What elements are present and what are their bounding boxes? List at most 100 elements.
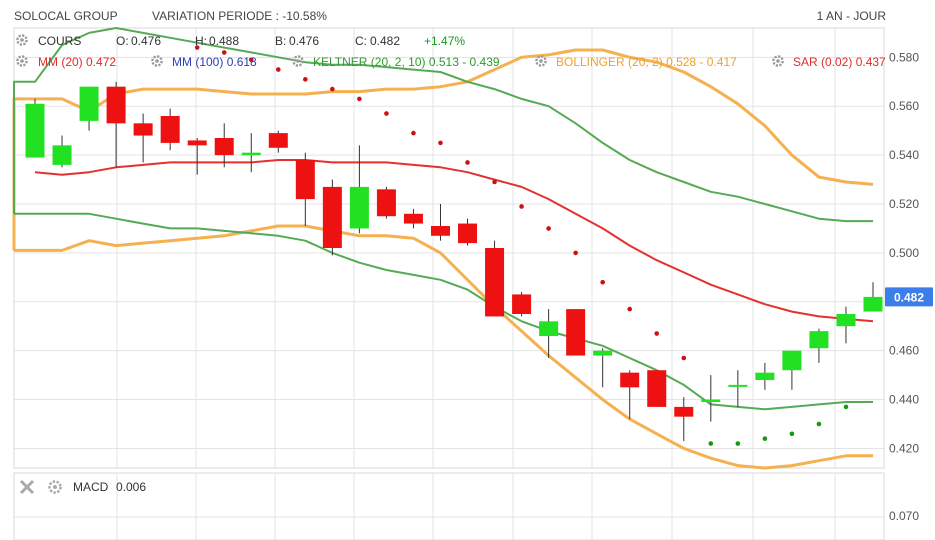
sar-dot: [546, 226, 551, 231]
candle-body: [106, 86, 126, 124]
candle[interactable]: [160, 108, 180, 151]
last-price-tag: 0.482: [885, 287, 933, 307]
y-axis-ticks: 0.5800.5600.5400.5200.5000.4800.4600.440…: [889, 50, 919, 455]
legend-low-label: B:: [275, 34, 286, 48]
macd-close-icon[interactable]: [19, 479, 35, 495]
candle[interactable]: [349, 145, 369, 234]
legend-row-indicators: MM (20) 0.472 MM (100) 0.618 KELTNER (20…: [16, 55, 886, 69]
candle-body: [349, 186, 369, 229]
sar-dot: [194, 45, 200, 50]
candle-body: [430, 226, 450, 236]
candle[interactable]: [295, 152, 315, 226]
mm20-settings-icon[interactable]: [16, 55, 28, 67]
candle[interactable]: [25, 98, 45, 158]
candle[interactable]: [782, 350, 802, 390]
candle[interactable]: [620, 370, 640, 420]
candle[interactable]: [79, 86, 99, 131]
y-tick-label: 0.420: [889, 441, 919, 455]
macd-settings-icon[interactable]: [48, 480, 62, 494]
candle[interactable]: [485, 240, 505, 317]
candle-body: [52, 145, 72, 165]
candle-body: [376, 189, 396, 217]
sar-dot: [411, 130, 416, 136]
candle[interactable]: [187, 138, 207, 175]
sar-dot: [735, 441, 741, 446]
legend-close-label: C:: [355, 34, 367, 48]
sar-dot: [221, 50, 227, 55]
legend-row-prices: COURS O: 0.476 H: 0.488 B: 0.476 C: 0.48…: [16, 34, 465, 48]
mm20-line: [34, 159, 874, 323]
candle[interactable]: [106, 81, 126, 168]
candle-body: [322, 186, 342, 248]
y-tick-label: 0.540: [889, 148, 919, 162]
mm100-settings-icon[interactable]: [151, 55, 163, 67]
candle[interactable]: [674, 397, 694, 442]
candle-body: [295, 160, 315, 200]
sar-dot: [627, 306, 633, 312]
macd-panel: MACD 0.006 0.070: [13, 472, 919, 540]
candle[interactable]: [268, 130, 288, 153]
candle-body: [782, 350, 802, 371]
candle-body: [539, 321, 559, 336]
legend-mm20: MM (20) 0.472: [38, 55, 116, 69]
y-tick-label: 0.520: [889, 197, 919, 211]
candle[interactable]: [322, 179, 342, 256]
cours-settings-icon[interactable]: [16, 34, 28, 46]
legend-high-value: 0.488: [209, 34, 239, 48]
candle-body: [593, 350, 613, 356]
grid: [14, 28, 884, 468]
candle-body: [241, 152, 261, 156]
y-tick-label: 0.440: [889, 393, 919, 407]
y-tick-label: 0.580: [889, 50, 919, 64]
sar-dot: [438, 140, 443, 146]
keltner-upper-line: [13, 27, 873, 223]
sar-settings-icon[interactable]: [772, 55, 784, 67]
candle-body: [647, 370, 667, 407]
candle[interactable]: [430, 204, 450, 241]
candle[interactable]: [863, 282, 883, 312]
keltner-lower-line: [14, 212, 873, 411]
candle-body: [728, 384, 748, 387]
candle[interactable]: [836, 306, 856, 344]
sar-dot: [248, 57, 254, 63]
candle[interactable]: [376, 186, 396, 219]
sar-dot: [654, 331, 660, 336]
candle[interactable]: [566, 309, 586, 356]
candle-body: [755, 372, 775, 380]
candle[interactable]: [512, 292, 532, 317]
candle-body: [268, 133, 288, 148]
legend-open-value: 0.476: [131, 34, 161, 48]
sar-dot: [492, 179, 497, 185]
candle[interactable]: [458, 218, 478, 246]
legend-change-value: +1.47%: [424, 34, 465, 48]
last-price-tag-background: [885, 287, 933, 307]
sar-dots: [194, 45, 849, 446]
keltner-settings-icon[interactable]: [292, 55, 304, 67]
candle-body: [863, 296, 883, 312]
candle[interactable]: [647, 370, 667, 407]
candle[interactable]: [403, 208, 423, 229]
candle[interactable]: [593, 348, 613, 388]
legend-high-label: H:: [195, 34, 207, 48]
candle[interactable]: [241, 133, 261, 173]
candle[interactable]: [755, 362, 775, 390]
sar-dot: [708, 441, 714, 446]
legend-bollinger: BOLLINGER (20, 2) 0.528 - 0.417: [556, 55, 737, 69]
bollinger-settings-icon[interactable]: [535, 55, 547, 67]
candle[interactable]: [809, 328, 829, 363]
macd-value: 0.006: [116, 480, 146, 494]
period-selector[interactable]: 1 AN - JOUR: [817, 9, 887, 23]
candle-body: [566, 309, 586, 356]
candle[interactable]: [728, 370, 748, 407]
candle[interactable]: [701, 375, 721, 422]
candle[interactable]: [52, 135, 72, 168]
macd-label: MACD: [73, 480, 109, 494]
candle-body: [701, 399, 721, 402]
candle-body: [809, 331, 829, 349]
candle[interactable]: [539, 309, 559, 358]
candle[interactable]: [214, 123, 234, 168]
candle[interactable]: [133, 113, 153, 163]
candle-body: [485, 248, 505, 317]
sar-dot: [573, 250, 578, 256]
